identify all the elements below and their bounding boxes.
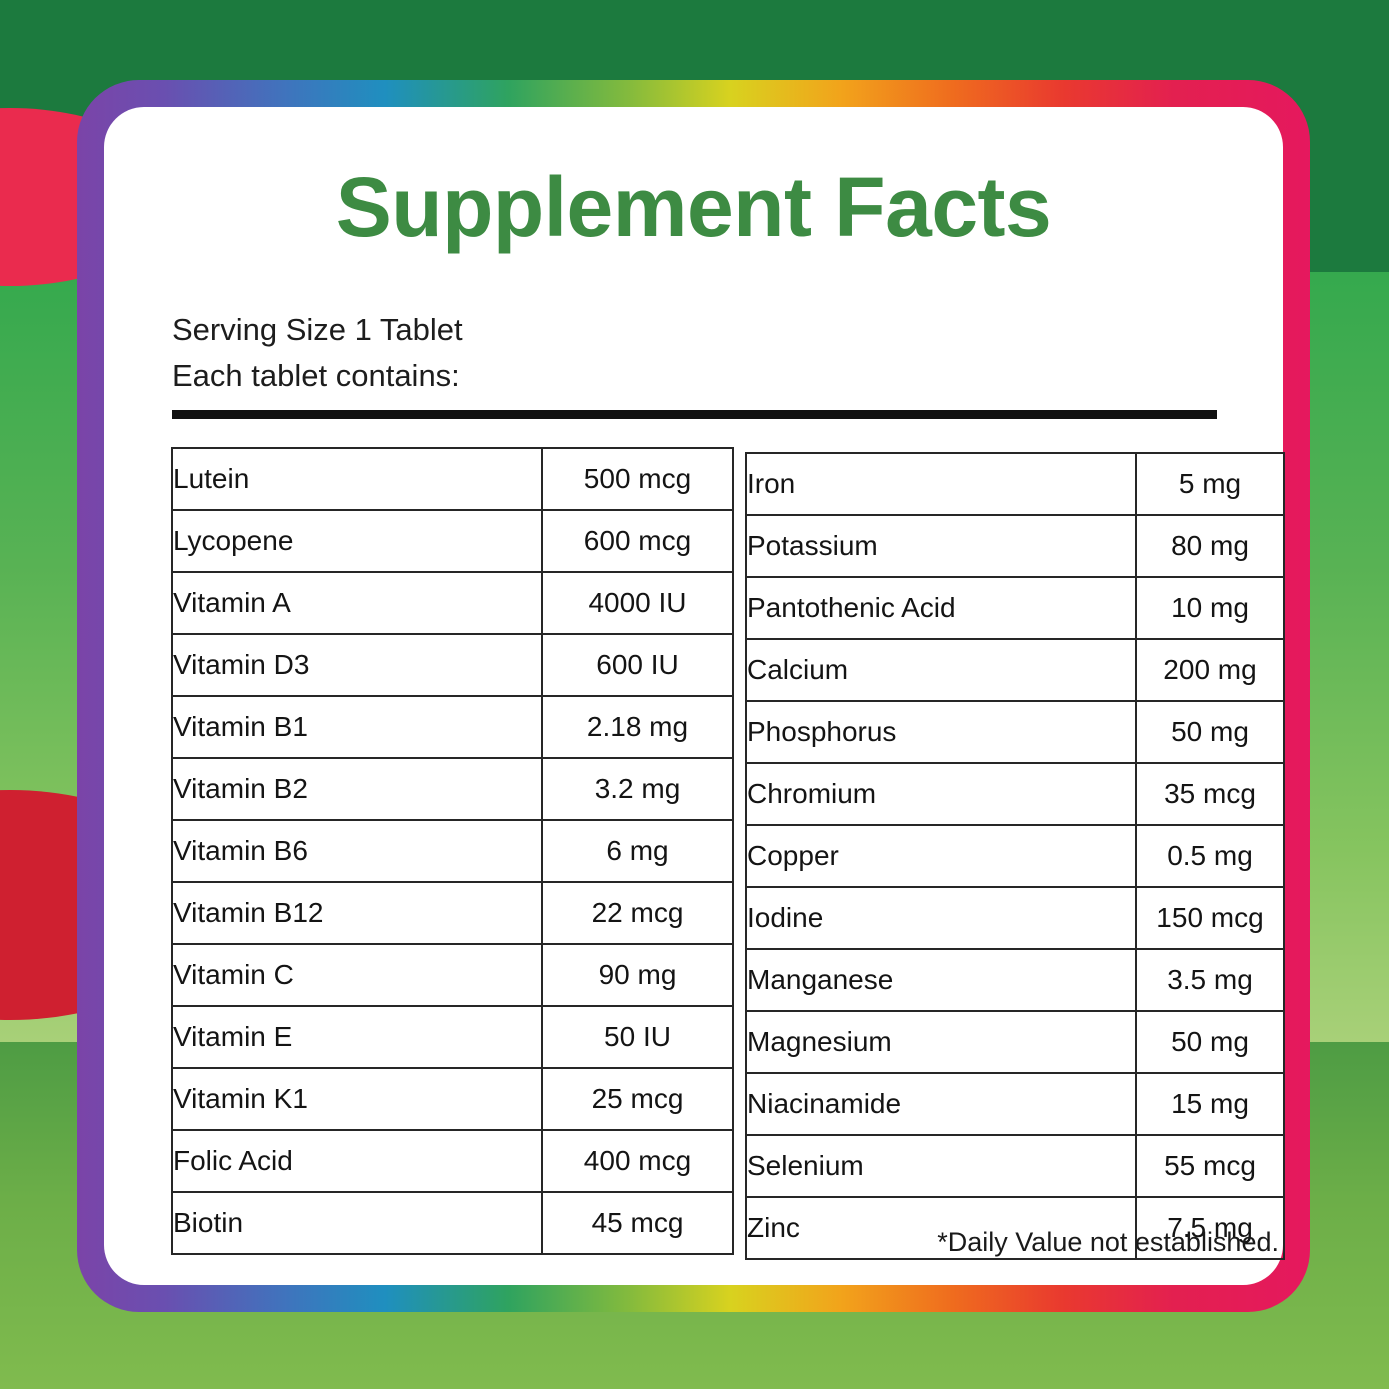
table-row: Niacinamide 15 mg <box>745 1072 1285 1136</box>
nutrient-name-cell: Chromium <box>745 762 1137 826</box>
nutrient-amount-cell: 45 mcg <box>541 1191 734 1255</box>
nutrient-amount-cell: 50 IU <box>541 1005 734 1069</box>
nutrient-amount-cell: 35 mcg <box>1135 762 1285 826</box>
nutrient-name-cell: Iron <box>745 452 1137 516</box>
nutrient-name-cell: Iodine <box>745 886 1137 950</box>
nutrient-amount-cell: 600 mcg <box>541 509 734 573</box>
nutrient-name-cell: Vitamin B2 <box>171 757 543 821</box>
nutrient-amount-cell: 10 mg <box>1135 576 1285 640</box>
nutrient-amount-cell: 600 IU <box>541 633 734 697</box>
table-row: Vitamin E 50 IU <box>171 1005 734 1069</box>
nutrient-name-cell: Niacinamide <box>745 1072 1137 1136</box>
table-row: Iron 5 mg <box>745 452 1285 516</box>
table-row: Vitamin A 4000 IU <box>171 571 734 635</box>
nutrient-amount-cell: 150 mcg <box>1135 886 1285 950</box>
table-row: Copper 0.5 mg <box>745 824 1285 888</box>
nutrient-amount-cell: 400 mcg <box>541 1129 734 1193</box>
nutrient-name-cell: Vitamin K1 <box>171 1067 543 1131</box>
nutrient-table-right-body: Iron 5 mg Potassium 80 mg Pantothenic Acid 10… <box>745 452 1285 1260</box>
nutrient-amount-cell: 2.18 mg <box>541 695 734 759</box>
nutrient-amount-cell: 80 mg <box>1135 514 1285 578</box>
table-row: Vitamin B12 22 mcg <box>171 881 734 945</box>
nutrient-name-cell: Manganese <box>745 948 1137 1012</box>
nutrient-amount-cell: 4000 IU <box>541 571 734 635</box>
header-divider-rule <box>172 410 1217 419</box>
nutrient-amount-cell: 90 mg <box>541 943 734 1007</box>
table-row: Magnesium 50 mg <box>745 1010 1285 1074</box>
table-row: Vitamin B1 2.18 mg <box>171 695 734 759</box>
daily-value-footnote: *Daily Value not established. <box>937 1227 1279 1257</box>
nutrient-name-cell: Selenium <box>745 1134 1137 1198</box>
nutrient-amount-cell: 3.5 mg <box>1135 948 1285 1012</box>
nutrient-name-cell: Copper <box>745 824 1137 888</box>
table-row: Vitamin B2 3.2 mg <box>171 757 734 821</box>
nutrient-name-cell: Vitamin B1 <box>171 695 543 759</box>
table-row: Selenium 55 mcg <box>745 1134 1285 1198</box>
table-row: Vitamin D3 600 IU <box>171 633 734 697</box>
nutrient-name-cell: Magnesium <box>745 1010 1137 1074</box>
nutrient-name-cell: Potassium <box>745 514 1137 578</box>
nutrient-table-left: Lutein 500 mcg Lycopene 600 mcg Vitamin A 400… <box>171 447 734 1255</box>
nutrient-name-cell: Phosphorus <box>745 700 1137 764</box>
table-row: Phosphorus 50 mg <box>745 700 1285 764</box>
nutrient-table-left-body: Lutein 500 mcg Lycopene 600 mcg Vitamin A 400… <box>171 447 734 1255</box>
table-row: Biotin 45 mcg <box>171 1191 734 1255</box>
nutrient-name-cell: Vitamin C <box>171 943 543 1007</box>
table-row: Lutein 500 mcg <box>171 447 734 511</box>
nutrient-name-cell: Lutein <box>171 447 543 511</box>
nutrient-amount-cell: 200 mg <box>1135 638 1285 702</box>
serving-info: Serving Size 1 Tablet Each tablet contai… <box>172 307 872 399</box>
nutrient-amount-cell: 500 mcg <box>541 447 734 511</box>
nutrient-name-cell: Lycopene <box>171 509 543 573</box>
nutrient-name-cell: Vitamin A <box>171 571 543 635</box>
table-row: Iodine 150 mcg <box>745 886 1285 950</box>
nutrient-name-cell: Biotin <box>171 1191 543 1255</box>
table-row: Manganese 3.5 mg <box>745 948 1285 1012</box>
table-row: Potassium 80 mg <box>745 514 1285 578</box>
serving-contains-text: Each tablet contains: <box>172 357 460 393</box>
table-row: Zinc 7.5 mg <box>745 1196 1285 1260</box>
nutrient-name-cell: Folic Acid <box>171 1129 543 1193</box>
table-row: Pantothenic Acid 10 mg <box>745 576 1285 640</box>
page-title: Supplement Facts <box>335 160 1052 254</box>
rainbow-gradient-frame: Supplement Facts Serving Size 1 Tablet E… <box>77 80 1310 1312</box>
supplement-facts-card: Supplement Facts Serving Size 1 Tablet E… <box>104 107 1285 1285</box>
nutrient-amount-cell: 25 mcg <box>541 1067 734 1131</box>
table-row: Vitamin K1 25 mcg <box>171 1067 734 1131</box>
table-row: Folic Acid 400 mcg <box>171 1129 734 1193</box>
nutrient-amount-cell: 22 mcg <box>541 881 734 945</box>
nutrient-name-cell: Vitamin B6 <box>171 819 543 883</box>
nutrient-name-cell: Zinc <box>745 1196 1137 1260</box>
serving-size-text: Serving Size 1 Tablet <box>172 312 463 347</box>
nutrient-amount-cell: 6 mg <box>541 819 734 883</box>
nutrient-amount-cell: 15 mg <box>1135 1072 1285 1136</box>
nutrient-amount-cell: 50 mg <box>1135 700 1285 764</box>
nutrient-name-cell: Vitamin D3 <box>171 633 543 697</box>
nutrient-name-cell: Pantothenic Acid <box>745 576 1137 640</box>
nutrient-amount-cell: 0.5 mg <box>1135 824 1285 888</box>
table-row: Vitamin C 90 mg <box>171 943 734 1007</box>
nutrient-amount-cell: 3.2 mg <box>541 757 734 821</box>
nutrient-amount-cell: 50 mg <box>1135 1010 1285 1074</box>
table-row: Calcium 200 mg <box>745 638 1285 702</box>
table-row: Chromium 35 mcg <box>745 762 1285 826</box>
table-row: Lycopene 600 mcg <box>171 509 734 573</box>
nutrient-name-cell: Vitamin B12 <box>171 881 543 945</box>
nutrient-amount-cell: 55 mcg <box>1135 1134 1285 1198</box>
nutrient-amount-cell: 5 mg <box>1135 452 1285 516</box>
nutrient-table-right: Iron 5 mg Potassium 80 mg Pantothenic Acid 10… <box>745 452 1285 1260</box>
table-row: Vitamin B6 6 mg <box>171 819 734 883</box>
nutrient-amount-cell: 7.5 mg <box>1135 1196 1285 1260</box>
nutrient-name-cell: Calcium <box>745 638 1137 702</box>
nutrient-name-cell: Vitamin E <box>171 1005 543 1069</box>
